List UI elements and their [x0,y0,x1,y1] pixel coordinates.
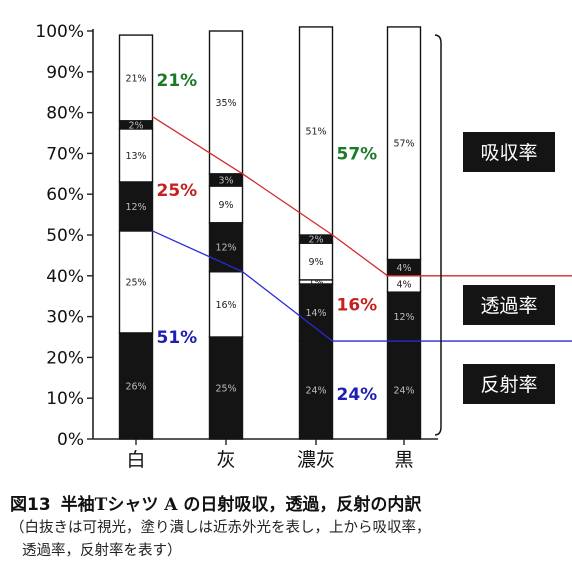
legend-box [463,364,555,404]
bar-segment [298,340,334,440]
legend-label: 透過率 [480,295,537,317]
bar-segment-label: 4% [396,279,411,290]
figure-caption-title: 図13 半袖Tシャツ A の日射吸収，透過，反射の内訳 [10,490,562,515]
x-tick-label: 灰 [216,449,235,471]
bar-segment-label: 12% [125,202,146,213]
boundary-lines [152,116,572,342]
legend-box [463,132,555,172]
bar-segment [208,271,244,338]
bar-segment-label: 9% [308,257,323,268]
bar-segment [386,291,422,342]
figure-caption-line-1: （白抜きは可視光，塗り潰しは近赤外光を表し，上から吸収率， [10,520,431,536]
y-tick-label: 20% [46,348,84,368]
boundary-line [152,230,572,342]
annotation-label: 25% [157,181,198,201]
bracket [434,34,442,436]
y-tick-label: 0% [57,430,84,450]
y-tick-label: 50% [46,226,84,246]
bar-segment-label: 25% [215,384,236,395]
y-tick-label: 80% [46,104,84,124]
bar-segment-label: 14% [305,308,326,319]
bar-segment-label: 12% [393,312,414,323]
annotation-label: 21% [157,71,198,91]
bar-segment [208,30,244,175]
bar-segment [118,128,154,183]
bar-segment-label: 1% [308,277,323,288]
bar-segment [208,185,244,224]
bar-segment-label: 4% [396,263,411,274]
bar-segment-label: 16% [215,300,236,311]
y-tick-label: 40% [46,267,84,287]
bar-segment-label: 21% [125,73,146,84]
chart-annotations: 21% 25% 51% 57% 16% 24% [157,71,378,405]
bar-segment-label: 35% [215,98,236,109]
legend-label: 吸収率 [480,142,537,164]
chart-bars: 26% 25% 12% 13% 2% 21% 25% 16% 12% 9% 3% 35% 24% 14% 1… [118,26,422,440]
bar-segment-label: 51% [305,126,326,137]
bar-segment [298,242,334,281]
legend-label: 反射率 [480,374,537,396]
bar-segment [298,26,334,236]
bar-segment-label: 2% [308,235,323,246]
bar-segment [118,34,154,122]
annotation-label: 24% [337,385,378,405]
bar-segment [386,340,422,440]
bar-segment-label: 25% [125,277,146,288]
bar-segment-label: 24% [305,386,326,397]
bar-segment-label: 57% [393,139,414,150]
x-tick-label: 黒 [394,449,413,471]
annotation-label: 16% [337,295,378,315]
bar-segment-label: 3% [218,175,233,186]
chart-axes: 0% 10% 20% 30% 40% 50% 60% 70% 80% 90% 100% 白 灰 濃灰 黒 [35,22,438,471]
annotation-label: 51% [157,328,198,348]
bar-segment-label: 24% [393,386,414,397]
bar-segment-label: 2% [128,120,143,131]
bar-segment-label: 9% [218,200,233,211]
y-tick-label: 70% [46,144,84,164]
bar-segment [118,181,154,232]
y-tick-label: 60% [46,185,84,205]
bar-segment-label: 26% [125,381,146,392]
bar-segment-label: 12% [215,243,236,254]
boundary-line [152,116,572,277]
figure-number: 図13 [10,495,51,515]
figure-caption-line-2: 透過率，反射率を表す） [22,543,182,559]
y-tick-label: 100% [35,22,84,42]
x-tick-label: 濃灰 [297,449,335,471]
bar-segment [298,283,334,342]
bar-segment [386,26,422,261]
y-tick-label: 30% [46,308,84,328]
bar-segment-label: 13% [125,151,146,162]
annotation-label: 57% [337,144,378,164]
figure-title: 半袖Tシャツ A の日射吸収，透過，反射の内訳 [60,495,422,515]
legend-box [463,285,555,325]
y-tick-label: 90% [46,63,84,83]
y-tick-label: 10% [46,389,84,409]
x-tick-label: 白 [126,449,145,471]
